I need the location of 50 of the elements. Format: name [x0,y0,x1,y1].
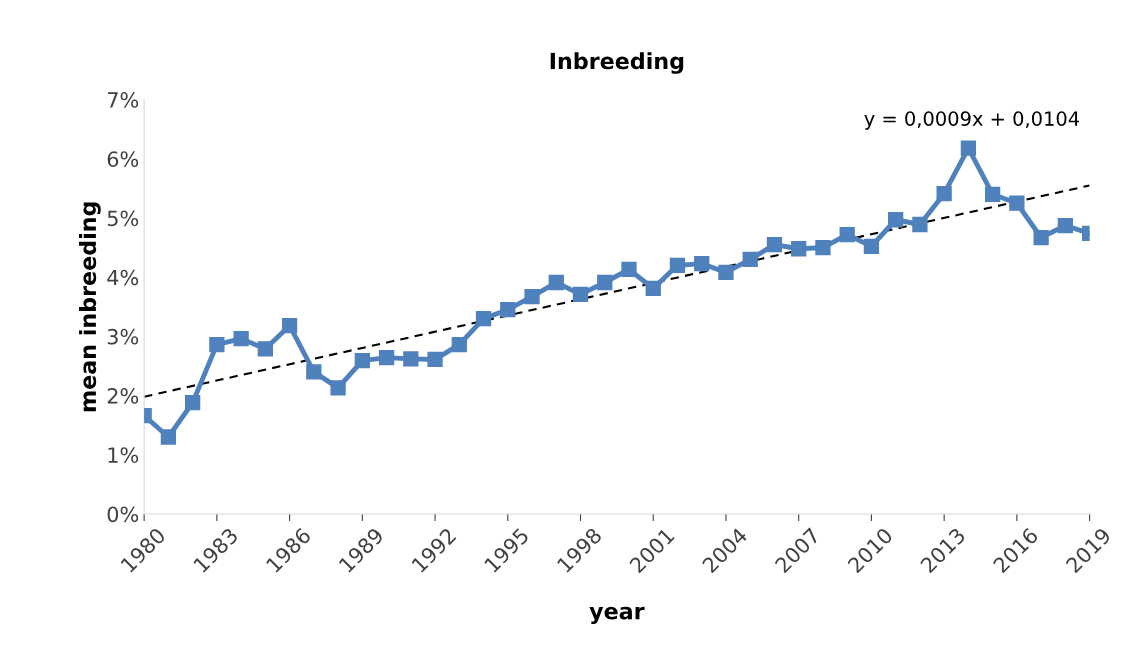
point [475,310,492,327]
point [427,351,443,368]
x-axis-title: year [589,606,645,624]
point [766,236,783,253]
point [694,255,710,272]
point [1057,218,1073,234]
point [839,226,855,243]
point [378,350,395,366]
y-tick-label: 0% [107,506,139,523]
point [354,352,370,369]
point [718,264,734,281]
point [233,331,249,347]
point [863,238,880,255]
point [306,364,322,380]
point [500,302,516,318]
point [403,351,419,367]
point [742,251,758,268]
y-tick-label: 3% [107,328,139,345]
y-tick-label: 1% [108,447,139,463]
point [209,337,225,353]
y-axis-title: mean inbreeding [79,202,101,412]
point [451,337,467,353]
point [184,395,201,411]
y-tick-label: 7% [107,92,139,108]
y-tick-label: 4% [107,269,139,286]
point [572,286,589,302]
point [1009,195,1025,211]
point [1033,229,1049,246]
point [524,289,540,305]
point [621,261,637,278]
y-tick-label: 2% [107,388,139,404]
chart-title: Inbreeding [550,52,684,74]
point [669,257,686,273]
point [815,239,831,256]
point [548,274,564,291]
point [281,318,298,334]
point [330,380,346,396]
point [791,241,807,257]
point [912,216,928,233]
annotation: y = 0,0009x + 0,0104 [864,111,1080,130]
point [645,280,661,297]
point [960,140,977,156]
point [936,186,952,202]
point [160,429,177,445]
y-tick-label: 6% [107,151,139,167]
point [597,274,613,291]
point [984,186,1001,202]
point [888,212,904,228]
y-tick-label: 5% [107,210,139,227]
point [257,341,273,357]
